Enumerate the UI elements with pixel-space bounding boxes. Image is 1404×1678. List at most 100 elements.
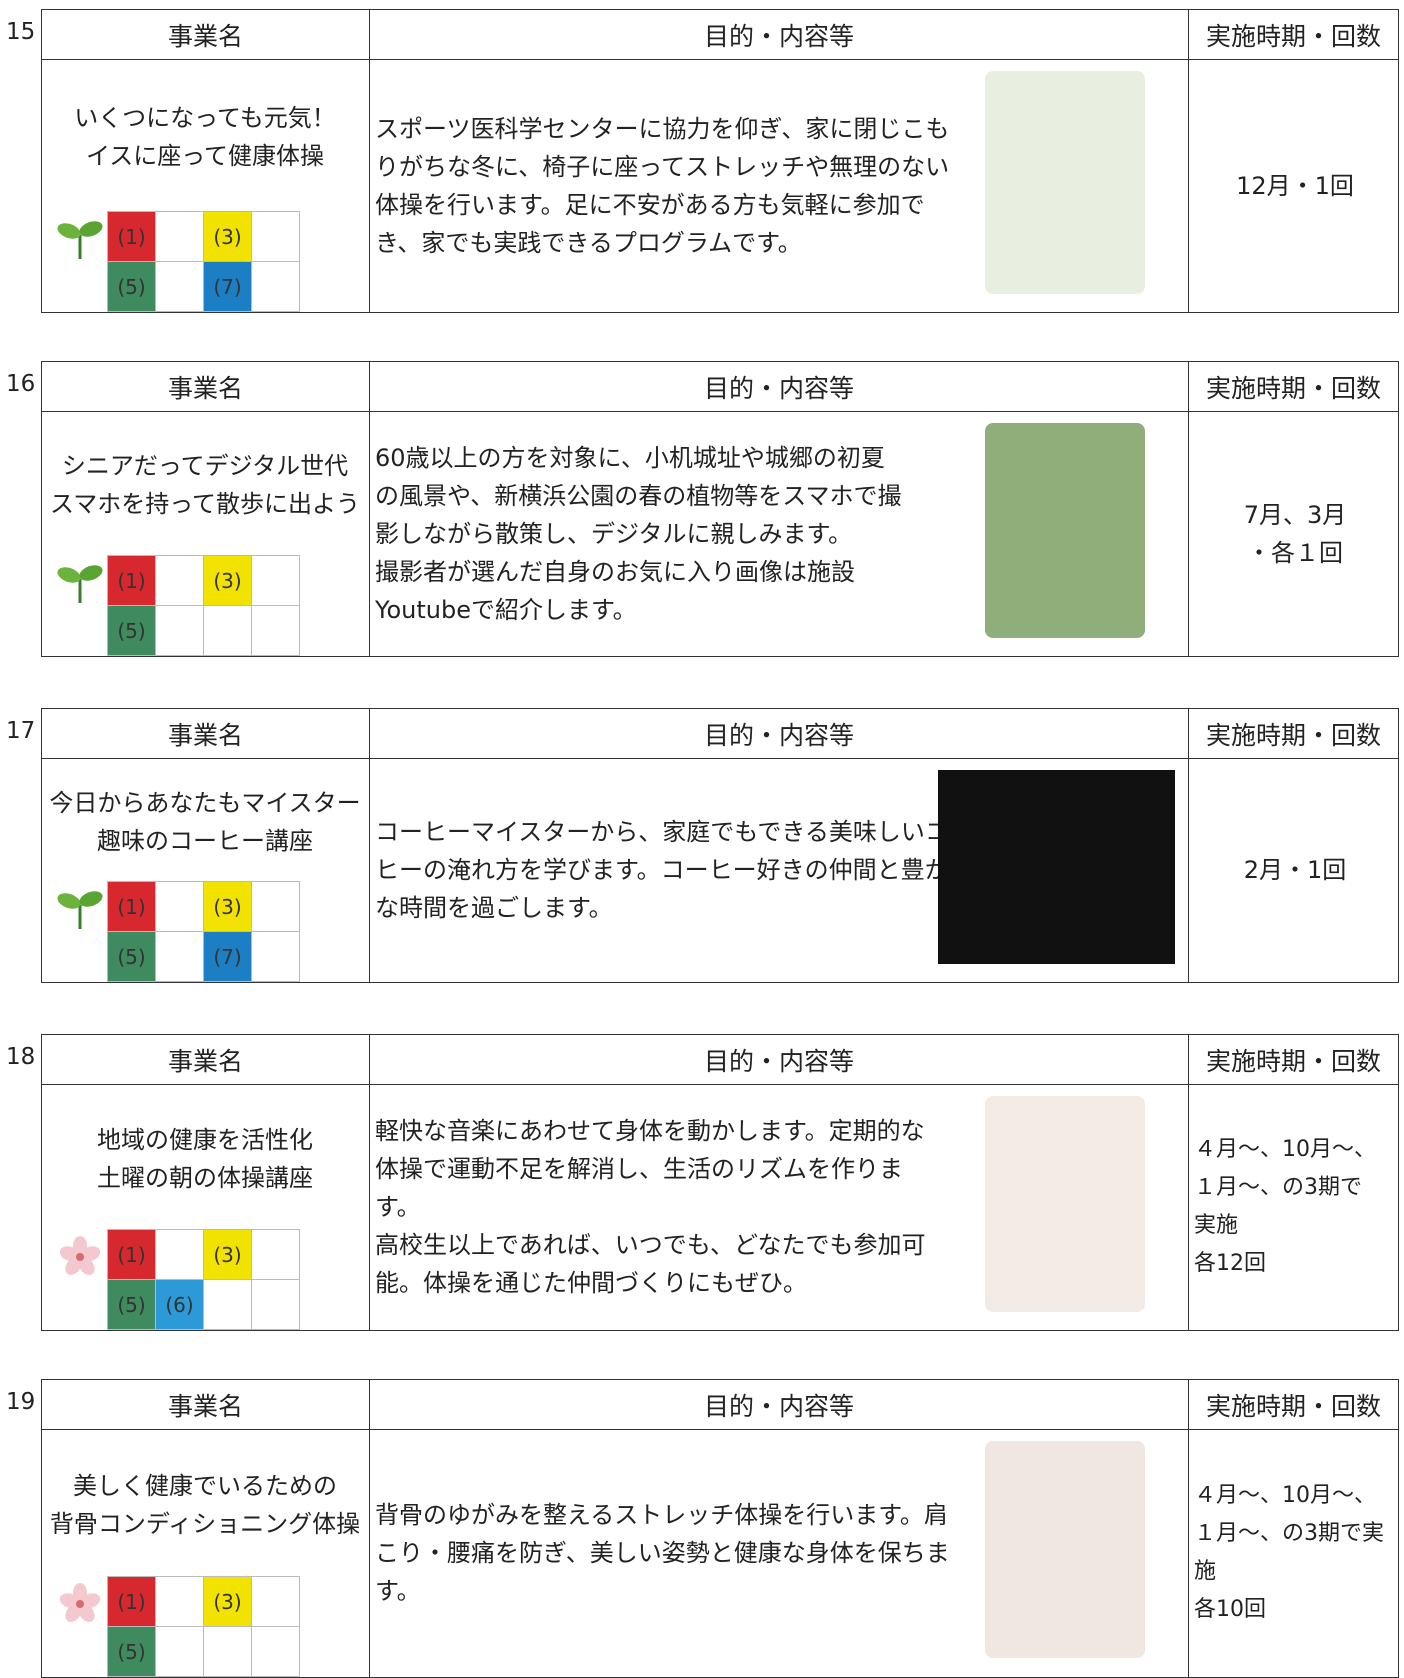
description-line: 撮影者が選んだ自身のお気に入り画像は施設: [375, 557, 855, 586]
name-line: 今日からあなたもマイスター: [49, 788, 361, 817]
icon: [56, 887, 104, 931]
icon: [56, 217, 104, 261]
schedule: 2月・1回: [1194, 758, 1396, 982]
header-cell: 事業名: [41, 708, 370, 759]
description-line: す。: [375, 1576, 421, 1605]
description: 60歳以上の方を対象に、小机城址や城郷の初夏 の風景や、新横浜公園の春の植物等をス…: [375, 411, 935, 656]
schedule-line: 各12回: [1194, 1251, 1266, 1276]
description-line: す。: [375, 1193, 421, 1221]
grid-cell: [251, 211, 300, 262]
header-cell: 実施時期・回数: [1188, 361, 1399, 412]
project-name: 今日からあなたもマイスター 趣味のコーヒー講座: [41, 766, 369, 877]
description-line: 能。体操を通じた仲間づくりにもぜひ。: [375, 1269, 807, 1297]
header-cell: 実施時期・回数: [1188, 708, 1399, 759]
name-line: 土曜の朝の体操講座: [97, 1163, 313, 1192]
schedule: 7月、3月・各１回: [1194, 411, 1396, 656]
schedule-line: ４月～、10月～、: [1194, 1482, 1376, 1508]
category-tag: (3): [203, 211, 252, 262]
grid-cell: [155, 931, 204, 982]
grid-cell: [203, 605, 252, 656]
schedule-line: 12月・1回: [1236, 171, 1354, 200]
name-line: シニアだってデジタル世代: [61, 452, 349, 480]
category-tag: (1): [107, 1229, 156, 1280]
schedule-line: 実施: [1194, 1213, 1239, 1238]
project-name: いくつになっても元気！ イスに座って健康体操: [41, 67, 369, 207]
entry-number: 16: [6, 371, 36, 397]
entry-number: 17: [6, 718, 36, 744]
schedule-line: 各10回: [1194, 1596, 1266, 1622]
category-tag: (1): [107, 211, 156, 262]
description-line: スポーツ医科学センターに協力を仰ぎ、家に閉じこも: [375, 114, 950, 143]
category-tag: (3): [203, 555, 252, 606]
category-tag: (7): [203, 261, 252, 312]
schedule-line: １月～、の3期で: [1194, 1175, 1362, 1200]
grid-cell: [155, 1576, 204, 1627]
description-line: 背骨のゆがみを整えるストレッチ体操を行います。肩: [375, 1500, 948, 1529]
description: スポーツ医科学センターに協力を仰ぎ、家に閉じこも りがちな冬に、椅子に座ってストレ…: [375, 59, 950, 312]
name-line: 背骨コンディショニング体操: [49, 1509, 361, 1538]
description-line: 60歳以上の方を対象に、小机城址や城郷の初夏: [375, 443, 885, 472]
grid-cell: [155, 261, 204, 312]
category-tag: (6): [155, 1279, 204, 1330]
category-tag: (1): [107, 1576, 156, 1627]
schedule-line: １月～、の3期で実: [1194, 1520, 1384, 1546]
grid-cell: [155, 1229, 204, 1280]
schedule-line: ・各１回: [1247, 538, 1343, 567]
name-line: 美しく健康でいるための: [73, 1471, 337, 1500]
body-cell: [1188, 59, 1399, 313]
illustration: [938, 770, 1175, 964]
schedule-line: 施: [1194, 1558, 1217, 1584]
icon: [56, 1582, 104, 1626]
body-cell: [1188, 411, 1399, 657]
header-cell: 事業名: [41, 9, 370, 60]
description-line: 軽快な音楽にあわせて身体を動かします。定期的な: [375, 1117, 925, 1145]
description-line: 体操を行います。足に不安がある方も気軽に参加で: [375, 190, 925, 219]
grid-cell: [251, 555, 300, 606]
grid-cell: [251, 881, 300, 932]
grid-cell: [251, 1229, 300, 1280]
entry-number: 15: [6, 19, 36, 45]
name-line: 地域の健康を活性化: [97, 1125, 313, 1154]
grid-cell: [251, 931, 300, 982]
category-tag: (7): [203, 931, 252, 982]
description: 背骨のゆがみを整えるストレッチ体操を行います。肩 こり・腰痛を防ぎ、美しい姿勢と健…: [375, 1429, 950, 1676]
name-line: いくつになっても元気！: [74, 104, 336, 132]
illustration: [985, 1096, 1145, 1312]
category-tag: (3): [203, 1229, 252, 1280]
name-line: スマホを持って散歩に出よう: [49, 490, 361, 518]
schedule-line: ４月～、10月～、: [1194, 1137, 1376, 1162]
grid-cell: [251, 1626, 300, 1677]
description-line: き、家でも実践できるプログラムです。: [375, 228, 802, 257]
entry-number: 18: [6, 1044, 36, 1070]
header-cell: 事業名: [41, 361, 370, 412]
name-line: 趣味のコーヒー講座: [97, 826, 313, 855]
illustration: [985, 423, 1145, 638]
illustration: [985, 71, 1145, 294]
schedule: ４月～、10月～、 １月～、の3期で実施各10回: [1194, 1429, 1396, 1676]
description-line: 影しながら散策し、デジタルに親しみます。: [375, 519, 853, 548]
header-cell: 目的・内容等: [369, 9, 1189, 60]
grid-cell: [251, 1279, 300, 1330]
category-tag: (5): [107, 1626, 156, 1677]
grid-cell: [155, 881, 204, 932]
grid-cell: [203, 1279, 252, 1330]
description: コーヒーマイスターから、家庭でもできる美味しいコー ヒーの淹れ方を学びます。コーヒ…: [375, 758, 973, 982]
header-cell: 目的・内容等: [369, 1379, 1189, 1430]
schedule: 12月・1回: [1194, 59, 1396, 312]
grid-cell: [251, 261, 300, 312]
category-tag: (5): [107, 261, 156, 312]
header-cell: 実施時期・回数: [1188, 1379, 1399, 1430]
grid-cell: [155, 605, 204, 656]
category-tag: (1): [107, 555, 156, 606]
header-cell: 目的・内容等: [369, 708, 1189, 759]
header-cell: 実施時期・回数: [1188, 1034, 1399, 1085]
description-line: こり・腰痛を防ぎ、美しい姿勢と健康な身体を保ちま: [375, 1538, 950, 1567]
grid-cell: [155, 555, 204, 606]
category-tag: (1): [107, 881, 156, 932]
category-tag: (5): [107, 605, 156, 656]
project-name: 美しく健康でいるための 背骨コンディショニング体操: [41, 1437, 369, 1572]
grid-cell: [203, 1626, 252, 1677]
schedule-line: 7月、3月: [1243, 500, 1347, 529]
grid-cell: [155, 211, 204, 262]
header-cell: 事業名: [41, 1379, 370, 1430]
